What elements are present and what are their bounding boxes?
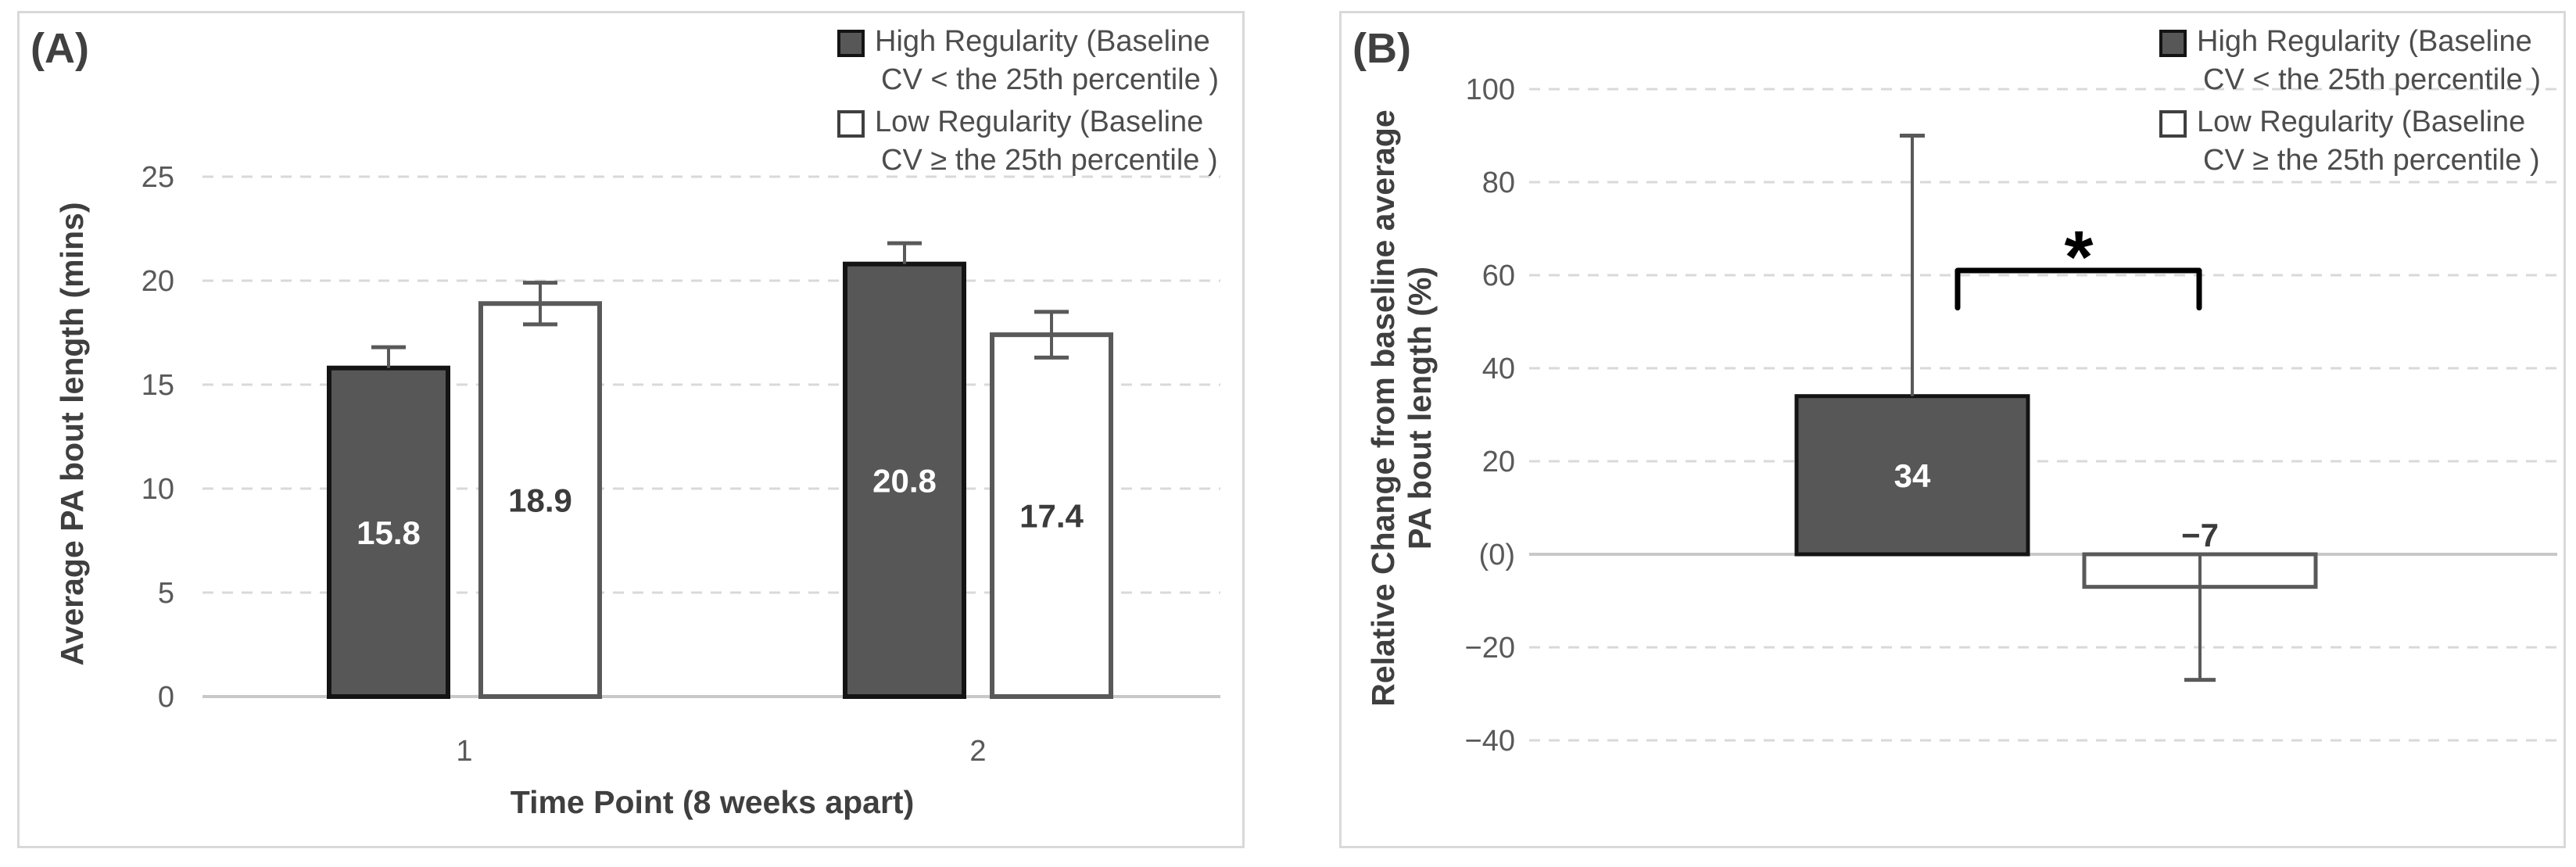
panel-a-label: (A) bbox=[30, 25, 89, 72]
data-label: 17.4 bbox=[1019, 498, 1084, 535]
legend-entry-high-regularity: High Regularity (Baseline CV < the 25th … bbox=[837, 23, 1232, 99]
y-tick-label: (0) bbox=[1479, 539, 1515, 571]
panel-b-label: (B) bbox=[1352, 25, 1411, 72]
significance-bracket bbox=[1954, 267, 2202, 311]
legend-swatch-white-icon bbox=[2159, 110, 2187, 138]
data-label: 34 bbox=[1894, 457, 1931, 494]
y-tick-label: 20 bbox=[142, 265, 174, 298]
y-tick-label: 80 bbox=[1482, 167, 1515, 199]
data-label: 20.8 bbox=[872, 462, 937, 499]
y-tick-label: 5 bbox=[158, 577, 174, 610]
panel-a: 15.8 18.9 20.8 17.4 0 5 10 15 20 25 1 2 (A) Average… bbox=[17, 11, 1245, 848]
panel-b-chart: 34 −7 100 80 60 40 20 (0) −20 −40 * bbox=[1465, 73, 2557, 758]
x-tick-label: 2 bbox=[969, 735, 986, 768]
bar-high-regularity bbox=[327, 365, 450, 699]
legend-swatch-dark-icon bbox=[2159, 30, 2187, 57]
panel-b-legend: High Regularity (Baseline CV < the 25th … bbox=[2159, 23, 2554, 184]
y-axis-title-line: PA bout length (%) bbox=[1402, 266, 1438, 550]
legend-entry-low-regularity: Low Regularity (Baseline CV ≥ the 25th p… bbox=[2159, 103, 2554, 180]
legend-label-line: CV < the 25th percentile ) bbox=[2203, 63, 2541, 96]
x-tick-label: 1 bbox=[456, 735, 472, 768]
panel-b: 34 −7 100 80 60 40 20 (0) −20 −40 * (B) Relative C… bbox=[1339, 11, 2566, 848]
legend-label-line: High Regularity (Baseline bbox=[875, 25, 1210, 58]
y-tick-label: 60 bbox=[1482, 260, 1515, 292]
y-tick-label: 0 bbox=[158, 681, 174, 714]
y-tick-label: −20 bbox=[1465, 632, 1515, 665]
legend-label: Low Regularity (Baseline CV ≥ the 25th p… bbox=[875, 103, 1218, 180]
legend-label: Low Regularity (Baseline CV ≥ the 25th p… bbox=[2197, 103, 2540, 180]
legend-label-line: CV < the 25th percentile ) bbox=[881, 63, 1219, 96]
legend-label-line: High Regularity (Baseline bbox=[2197, 25, 2532, 58]
data-label: −7 bbox=[2181, 517, 2219, 554]
data-label: 15.8 bbox=[356, 514, 421, 551]
legend-label-line: Low Regularity (Baseline bbox=[2197, 106, 2526, 138]
y-tick-label: 20 bbox=[1482, 446, 1515, 478]
legend-swatch-white-icon bbox=[837, 110, 865, 138]
y-tick-label: −40 bbox=[1465, 725, 1515, 758]
y-tick-label: 10 bbox=[142, 473, 174, 506]
legend-label-line: Low Regularity (Baseline bbox=[875, 106, 1204, 138]
y-tick-label: 40 bbox=[1482, 353, 1515, 385]
significance-asterisk: * bbox=[2065, 216, 2094, 299]
y-axis-title-line: Relative Change from baseline average bbox=[1365, 109, 1401, 707]
y-tick-label: 15 bbox=[142, 369, 174, 402]
y-tick-label: 100 bbox=[1466, 73, 1515, 106]
panel-a-chart: 15.8 18.9 20.8 17.4 0 5 10 15 20 25 1 2 bbox=[142, 161, 1220, 768]
bar-high-regularity bbox=[843, 261, 966, 700]
legend-label: High Regularity (Baseline CV < the 25th … bbox=[2197, 23, 2541, 99]
panel-a-y-axis-title: Average PA bout length (mins) bbox=[54, 202, 90, 666]
legend-label: High Regularity (Baseline CV < the 25th … bbox=[875, 23, 1219, 99]
panel-a-legend: High Regularity (Baseline CV < the 25th … bbox=[837, 23, 1232, 184]
bar-high-regularity bbox=[1794, 394, 2030, 557]
bar-low-regularity bbox=[990, 332, 1113, 699]
legend-entry-high-regularity: High Regularity (Baseline CV < the 25th … bbox=[2159, 23, 2554, 99]
data-label: 18.9 bbox=[508, 482, 572, 519]
legend-label-line: CV ≥ the 25th percentile ) bbox=[881, 144, 1218, 177]
legend-swatch-dark-icon bbox=[837, 30, 865, 57]
legend-entry-low-regularity: Low Regularity (Baseline CV ≥ the 25th p… bbox=[837, 103, 1232, 180]
panel-b-y-axis-title: Relative Change from baseline average PA… bbox=[1365, 99, 1438, 717]
y-tick-label: 25 bbox=[142, 161, 174, 194]
panel-a-x-axis-title: Time Point (8 weeks apart) bbox=[510, 784, 915, 820]
legend-label-line: CV ≥ the 25th percentile ) bbox=[2203, 144, 2540, 177]
